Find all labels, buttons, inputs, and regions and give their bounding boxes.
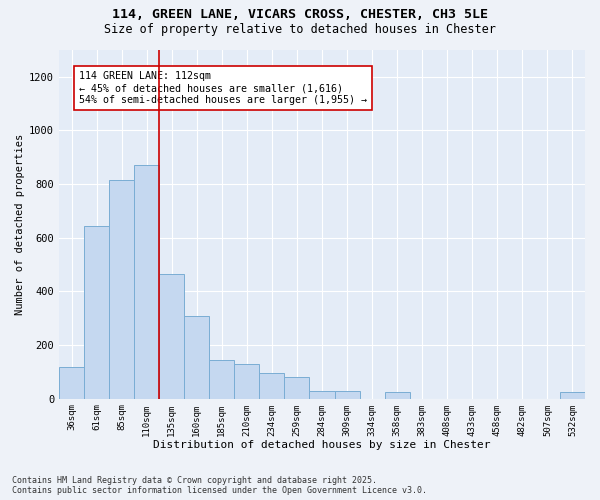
Bar: [109, 180, 134, 398]
Bar: [184, 316, 209, 398]
Text: 114, GREEN LANE, VICARS CROSS, CHESTER, CH3 5LE: 114, GREEN LANE, VICARS CROSS, CHESTER, …: [112, 8, 488, 20]
Bar: [259, 373, 284, 398]
X-axis label: Distribution of detached houses by size in Chester: Distribution of detached houses by size …: [153, 440, 491, 450]
Y-axis label: Number of detached properties: Number of detached properties: [15, 134, 25, 315]
Text: Contains HM Land Registry data © Crown copyright and database right 2025.
Contai: Contains HM Land Registry data © Crown c…: [12, 476, 427, 495]
Text: Size of property relative to detached houses in Chester: Size of property relative to detached ho…: [104, 22, 496, 36]
Bar: [385, 392, 410, 398]
Bar: [134, 166, 159, 398]
Bar: [209, 360, 235, 399]
Text: 114 GREEN LANE: 112sqm
← 45% of detached houses are smaller (1,616)
54% of semi-: 114 GREEN LANE: 112sqm ← 45% of detached…: [79, 72, 367, 104]
Bar: [560, 392, 585, 398]
Bar: [59, 366, 84, 398]
Bar: [284, 378, 310, 398]
Bar: [84, 226, 109, 398]
Bar: [310, 390, 335, 398]
Bar: [235, 364, 259, 398]
Bar: [335, 390, 359, 398]
Bar: [159, 274, 184, 398]
